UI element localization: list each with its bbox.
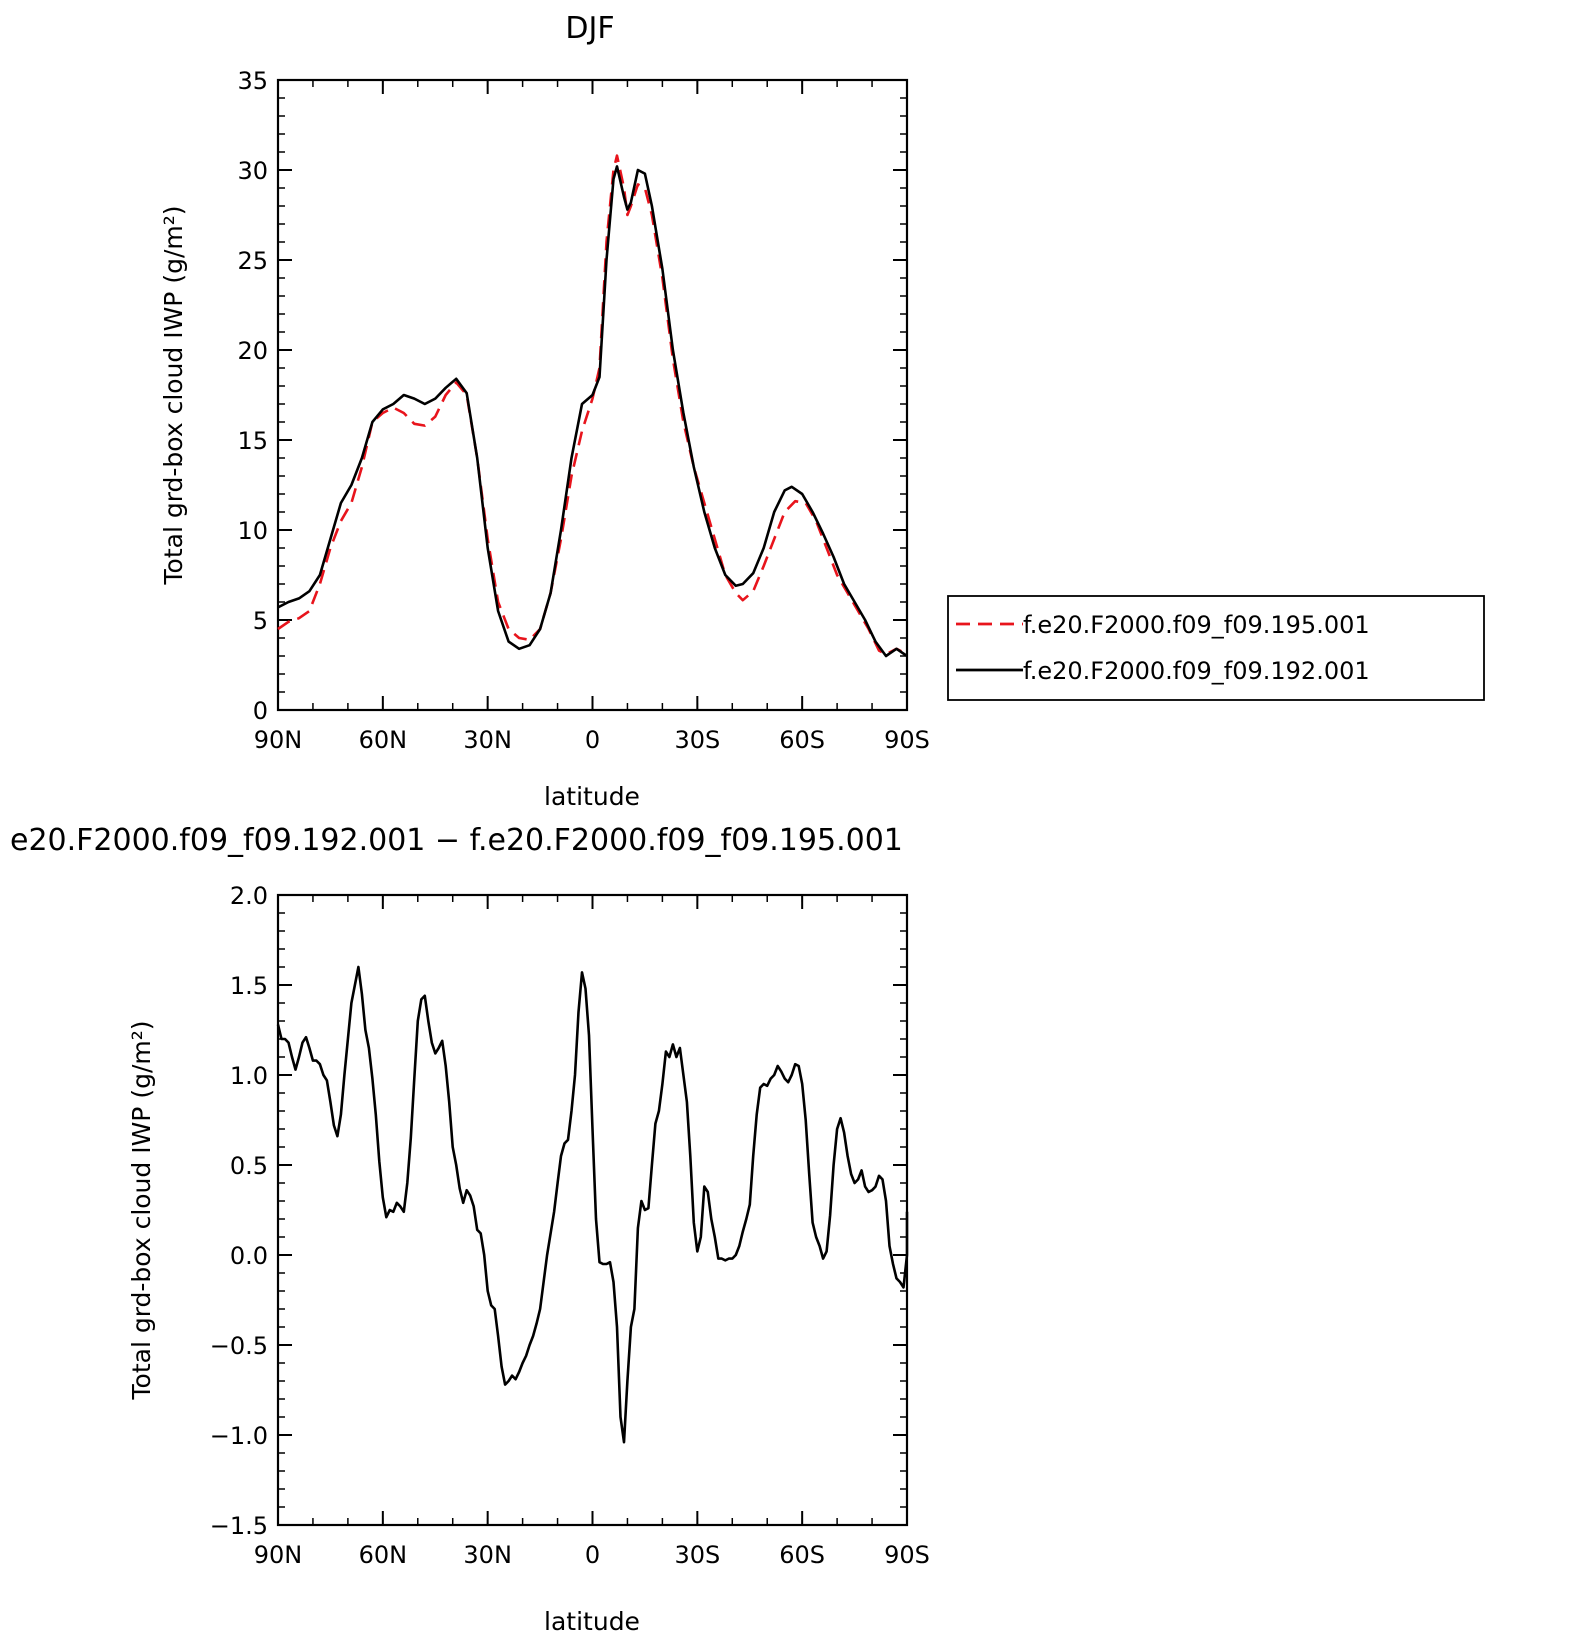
top-x-axis-title: latitude [544, 782, 640, 811]
y-tick-label: 0.0 [230, 1242, 268, 1270]
bottom-y-tick-labels: −1.5 −1.0 −0.5 0.0 0.5 1.0 1.5 2.0 [210, 882, 268, 1540]
x-tick-label: 90N [254, 726, 303, 754]
legend-box [947, 595, 1485, 701]
y-tick-label: 10 [237, 517, 268, 545]
y-tick-label: 35 [237, 67, 268, 95]
top-x-tick-labels: 90N 60N 30N 0 30S 60S 90S [254, 726, 930, 754]
bottom-series-lines [276, 965, 909, 1444]
bottom-plot-title: e20.F2000.f09_f09.192.001 − f.e20.F2000.… [10, 823, 903, 858]
bottom-x-tick-labels: 90N 60N 30N 0 30S 60S 90S [254, 1541, 930, 1569]
series-line-1 [277, 165, 908, 658]
y-tick-label: 20 [237, 337, 268, 365]
top-panel: DJF 0 5 10 15 20 25 30 35 90N 60N 30N 0 30S 60S 90S l… [159, 11, 1485, 811]
y-tick-label: 1.5 [230, 972, 268, 1000]
bottom-y-axis-title: Total grd-box cloud IWP (g/m²) [127, 1020, 156, 1400]
legend: f.e20.F2000.f09_f09.195.001 f.e20.F2000.… [947, 595, 1485, 701]
x-tick-label: 90N [254, 1541, 303, 1569]
x-tick-label: 90S [884, 1541, 930, 1569]
x-tick-label: 30N [463, 1541, 512, 1569]
y-tick-label: 1.0 [230, 1062, 268, 1090]
x-tick-label: 30N [463, 726, 512, 754]
y-tick-label: 0 [253, 697, 268, 725]
top-ticks [277, 79, 908, 711]
x-tick-label: 90S [884, 726, 930, 754]
top-y-axis-title: Total grd-box cloud IWP (g/m²) [159, 205, 188, 585]
top-plot-title: DJF [565, 11, 614, 46]
y-tick-label: 5 [253, 607, 268, 635]
bottom-x-axis-title: latitude [544, 1607, 640, 1636]
y-tick-label: 25 [237, 247, 268, 275]
x-tick-label: 60S [779, 1541, 825, 1569]
top-series-lines [277, 154, 908, 658]
y-tick-label: −0.5 [210, 1332, 268, 1360]
bottom-panel: e20.F2000.f09_f09.192.001 − f.e20.F2000.… [10, 823, 930, 1636]
x-tick-label: 0 [585, 726, 600, 754]
top-y-tick-labels: 0 5 10 15 20 25 30 35 [237, 67, 268, 725]
y-tick-label: 30 [237, 157, 268, 185]
x-tick-label: 60N [359, 1541, 408, 1569]
y-tick-label: −1.0 [210, 1422, 268, 1450]
y-tick-label: 2.0 [230, 882, 268, 910]
y-tick-label: −1.5 [210, 1512, 268, 1540]
x-tick-label: 30S [674, 1541, 720, 1569]
series-line-0 [276, 965, 909, 1444]
y-tick-label: 15 [237, 427, 268, 455]
legend-label-195: f.e20.F2000.f09_f09.195.001 [1023, 611, 1370, 639]
bottom-ticks [277, 894, 908, 1526]
x-tick-label: 60N [359, 726, 408, 754]
x-tick-label: 60S [779, 726, 825, 754]
x-tick-label: 0 [585, 1541, 600, 1569]
y-tick-label: 0.5 [230, 1152, 268, 1180]
legend-label-192: f.e20.F2000.f09_f09.192.001 [1023, 657, 1370, 685]
x-tick-label: 30S [674, 726, 720, 754]
